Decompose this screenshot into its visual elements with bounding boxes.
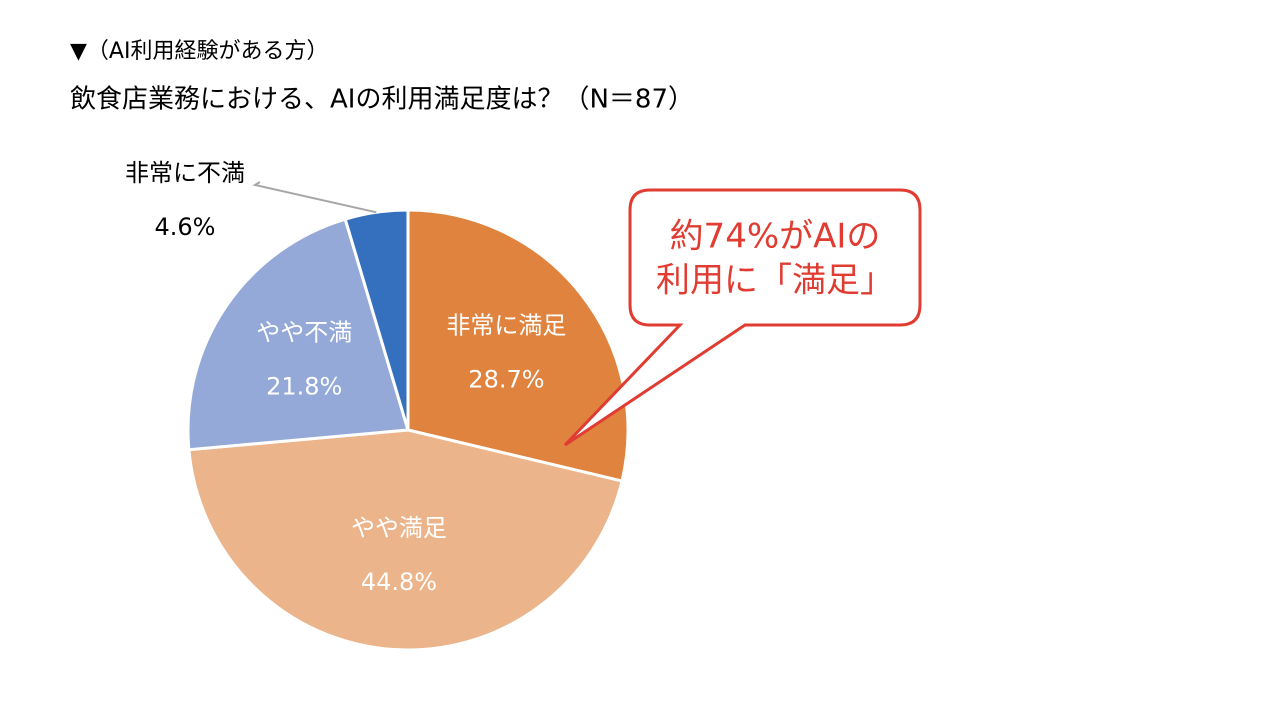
slice-value-label: 4.6% <box>155 213 216 241</box>
callout-text: 約74%がAIの <box>670 217 881 257</box>
pie-slice <box>343 208 410 431</box>
pie-slice <box>186 217 410 452</box>
callout-text: 利用に「満足」 <box>656 261 894 301</box>
leader-line <box>252 181 377 214</box>
slice-value-label: 28.7% <box>468 365 544 393</box>
callout-box <box>563 188 922 447</box>
slice-value-label: 44.8% <box>361 568 437 596</box>
pie-slice <box>406 208 630 483</box>
slice-value-label: 21.8% <box>266 373 342 401</box>
chart-title: ▼（AI利用経験がある方） <box>70 39 328 64</box>
chart-subtitle: 飲食店業務における、AIの利用満足度は？（N＝87） <box>70 85 694 115</box>
slice-label: やや不満 <box>256 319 352 347</box>
pie-slice <box>187 428 624 652</box>
slice-label: 非常に不満 <box>125 159 245 187</box>
slice-label: やや満足 <box>351 514 447 542</box>
slice-label: 非常に満足 <box>446 311 566 339</box>
